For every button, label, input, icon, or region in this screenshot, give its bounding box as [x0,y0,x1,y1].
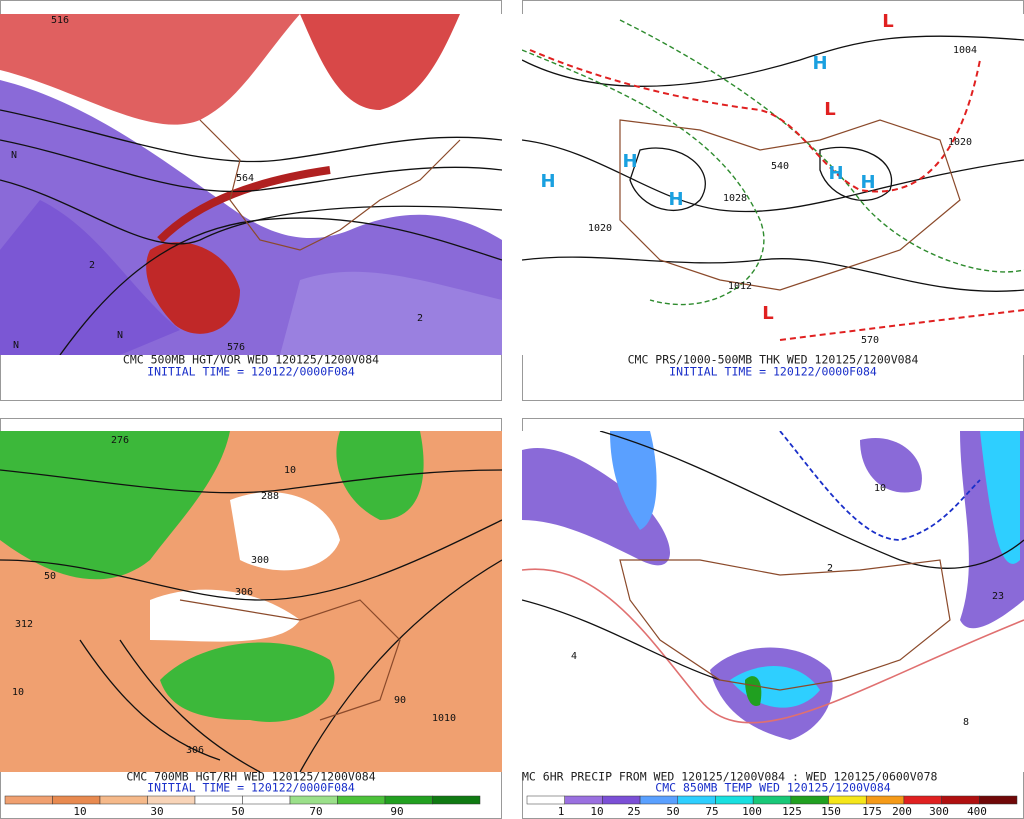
contour-label: 2 [89,260,95,271]
colorbar-label: 70 [309,805,322,818]
contour-label: 1020 [948,137,972,148]
contour-label: 300 [251,555,269,566]
colorbar-label: 75 [705,805,718,818]
contour-label: N [11,150,17,161]
colorbar-label: 100 [742,805,762,818]
contour-label: 8 [963,717,969,728]
map-precip [522,431,1024,772]
contour-label: 4 [571,651,577,662]
contour-label: 1012 [728,281,752,292]
colorbar-label: 400 [967,805,987,818]
caption: MC 6HR PRECIP FROM WED 120125/1200V084 :… [522,770,937,784]
contour-label: N [13,340,19,351]
contour-label: 1004 [953,45,977,56]
colorbar-swatch [147,795,196,805]
subcaption: INITIAL TIME = 120122/0000F084 [147,365,355,379]
colorbar-label: 150 [821,805,841,818]
colorbar-swatch [384,795,433,805]
colorbar-swatch [828,795,867,805]
colorbar-label: 90 [390,805,403,818]
caption: CMC 700MB HGT/RH WED 120125/1200V084 [126,770,375,784]
contour-label: 10 [284,465,296,476]
contour-label: 288 [261,491,279,502]
colorbar-label: 10 [73,805,86,818]
contour-label: 306 [186,745,204,756]
contour-label: 50 [44,571,56,582]
subcaption: INITIAL TIME = 120122/0000F084 [147,781,355,795]
pressure-center: H [622,151,637,172]
contour-label: 1020 [588,223,612,234]
contour-label: 10 [12,687,24,698]
contour-label: 2 [827,563,833,574]
contour-label: 1028 [723,193,747,204]
colorbar-swatch [194,795,243,805]
colorbar-swatch [979,795,1018,805]
contour-label: 570 [861,335,879,346]
colorbar-swatch [99,795,148,805]
map-pressure [522,14,1024,355]
caption: CMC PRS/1000-500MB THK WED 120125/1200V0… [628,353,919,367]
colorbar-label: 25 [627,805,640,818]
colorbar-swatch [790,795,829,805]
subcaption: CMC 850MB TEMP WED 120125/1200V084 [655,781,890,795]
colorbar-label: 50 [231,805,244,818]
pressure-center: L [882,11,893,32]
pressure-center: H [860,172,875,193]
colorbar-label: 30 [150,805,163,818]
colorbar: 10 30 50 70 90 [4,795,481,818]
colorbar-label: 300 [929,805,949,818]
colorbar-swatch [903,795,942,805]
colorbar-label: 50 [666,805,679,818]
contour-label: 90 [394,695,406,706]
colorbar-label: 200 [892,805,912,818]
caption: CMC 500MB HGT/VOR WED 120125/1200V084 [123,353,379,367]
pressure-center: H [540,171,555,192]
colorbar-swatch [941,795,980,805]
colorbar-swatch [602,795,641,805]
contour-label: 1010 [432,713,456,724]
contour-label: 576 [227,342,245,353]
pressure-center: H [828,163,843,184]
pressure-center: L [824,99,835,120]
colorbar-swatch [639,795,679,805]
colorbar-label: 10 [590,805,603,818]
colorbar-swatch [526,795,565,805]
colorbar-swatch [677,795,716,805]
colorbar-label: 175 [862,805,882,818]
colorbar-label: 1 [558,805,565,818]
colorbar-label: 125 [782,805,802,818]
colorbar-swatch [432,795,481,805]
pressure-center: L [762,303,773,324]
colorbar-swatch [752,795,792,805]
subcaption: INITIAL TIME = 120122/0000F084 [669,365,877,379]
contour-label: 10 [874,483,886,494]
map-500mb [0,14,502,355]
colorbar-swatch [4,795,53,805]
contour-label: 564 [236,173,254,184]
colorbar-swatch [242,795,291,805]
colorbar-swatch [715,795,754,805]
colorbar-swatch [289,795,338,805]
contour-label: 23 [992,591,1004,602]
map-labels: 516 564 576 N N N 2 2 [11,15,423,353]
colorbar-swatch [52,795,101,805]
map-labels: 10 2 23 8 4 [571,483,1004,728]
contour-label: 276 [111,435,129,446]
colorbar-swatch [564,795,603,805]
contour-label: 516 [51,15,69,26]
colorbar-swatch [337,795,386,805]
colorbar: 1 10 25 50 75 100 125 150 175 200 300 400 [526,795,1018,818]
pressure-center: H [812,53,827,74]
contour-label: 540 [771,161,789,172]
colorbar-swatch [865,795,905,805]
contour-label: 312 [15,619,33,630]
pressure-center: H [668,189,683,210]
contour-label: 306 [235,587,253,598]
contour-label: 2 [417,313,423,324]
contour-label: N [117,330,123,341]
map-700mb [0,431,502,772]
